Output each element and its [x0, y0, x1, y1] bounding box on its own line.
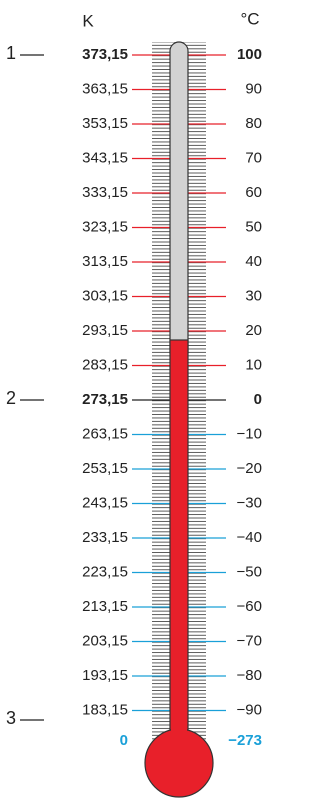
kelvin-label: 243,15 — [82, 494, 128, 511]
celsius-label: −90 — [237, 701, 262, 718]
celsius-label: −273 — [228, 732, 262, 749]
kelvin-label: 343,15 — [82, 149, 128, 166]
kelvin-label: 313,15 — [82, 253, 128, 270]
kelvin-header: K — [82, 11, 94, 30]
kelvin-label: 253,15 — [82, 460, 128, 477]
kelvin-label: 233,15 — [82, 529, 128, 546]
celsius-label: 60 — [245, 184, 262, 201]
kelvin-label: 373,15 — [82, 46, 128, 63]
kelvin-label: 213,15 — [82, 598, 128, 615]
celsius-label: 30 — [245, 287, 262, 304]
celsius-label: 50 — [245, 218, 262, 235]
celsius-label: 100 — [237, 46, 262, 63]
tube-mercury — [170, 340, 188, 760]
kelvin-label: 273,15 — [82, 391, 128, 408]
marker: 2 — [6, 388, 16, 408]
celsius-label: 20 — [245, 322, 262, 339]
kelvin-label: 183,15 — [82, 701, 128, 718]
kelvin-label: 223,15 — [82, 563, 128, 580]
kelvin-label: 203,15 — [82, 632, 128, 649]
tube-empty — [170, 42, 188, 362]
kelvin-label: 283,15 — [82, 356, 128, 373]
celsius-label: −10 — [237, 425, 262, 442]
celsius-label: 70 — [245, 149, 262, 166]
page: K °C 1 2 3 373,15100363,1590353,1580343,… — [0, 0, 320, 803]
kelvin-label: 353,15 — [82, 115, 128, 132]
kelvin-label: 303,15 — [82, 287, 128, 304]
kelvin-label: 0 — [120, 732, 128, 749]
celsius-label: −70 — [237, 632, 262, 649]
celsius-label: 90 — [245, 80, 262, 97]
kelvin-label: 323,15 — [82, 218, 128, 235]
celsius-label: 80 — [245, 115, 262, 132]
kelvin-label: 363,15 — [82, 80, 128, 97]
celsius-label: −40 — [237, 529, 262, 546]
kelvin-label: 193,15 — [82, 667, 128, 684]
celsius-label: 40 — [245, 253, 262, 270]
kelvin-label: 263,15 — [82, 425, 128, 442]
marker: 3 — [6, 708, 16, 728]
celsius-label: 0 — [254, 391, 262, 408]
celsius-label: −80 — [237, 667, 262, 684]
kelvin-label: 333,15 — [82, 184, 128, 201]
kelvin-label: 293,15 — [82, 322, 128, 339]
celsius-label: −20 — [237, 460, 262, 477]
celsius-label: 10 — [245, 356, 262, 373]
celsius-label: −30 — [237, 494, 262, 511]
celsius-label: −60 — [237, 598, 262, 615]
celsius-header: °C — [240, 9, 259, 28]
bulb-neck — [171, 720, 187, 750]
marker: 1 — [6, 43, 16, 63]
celsius-label: −50 — [237, 563, 262, 580]
